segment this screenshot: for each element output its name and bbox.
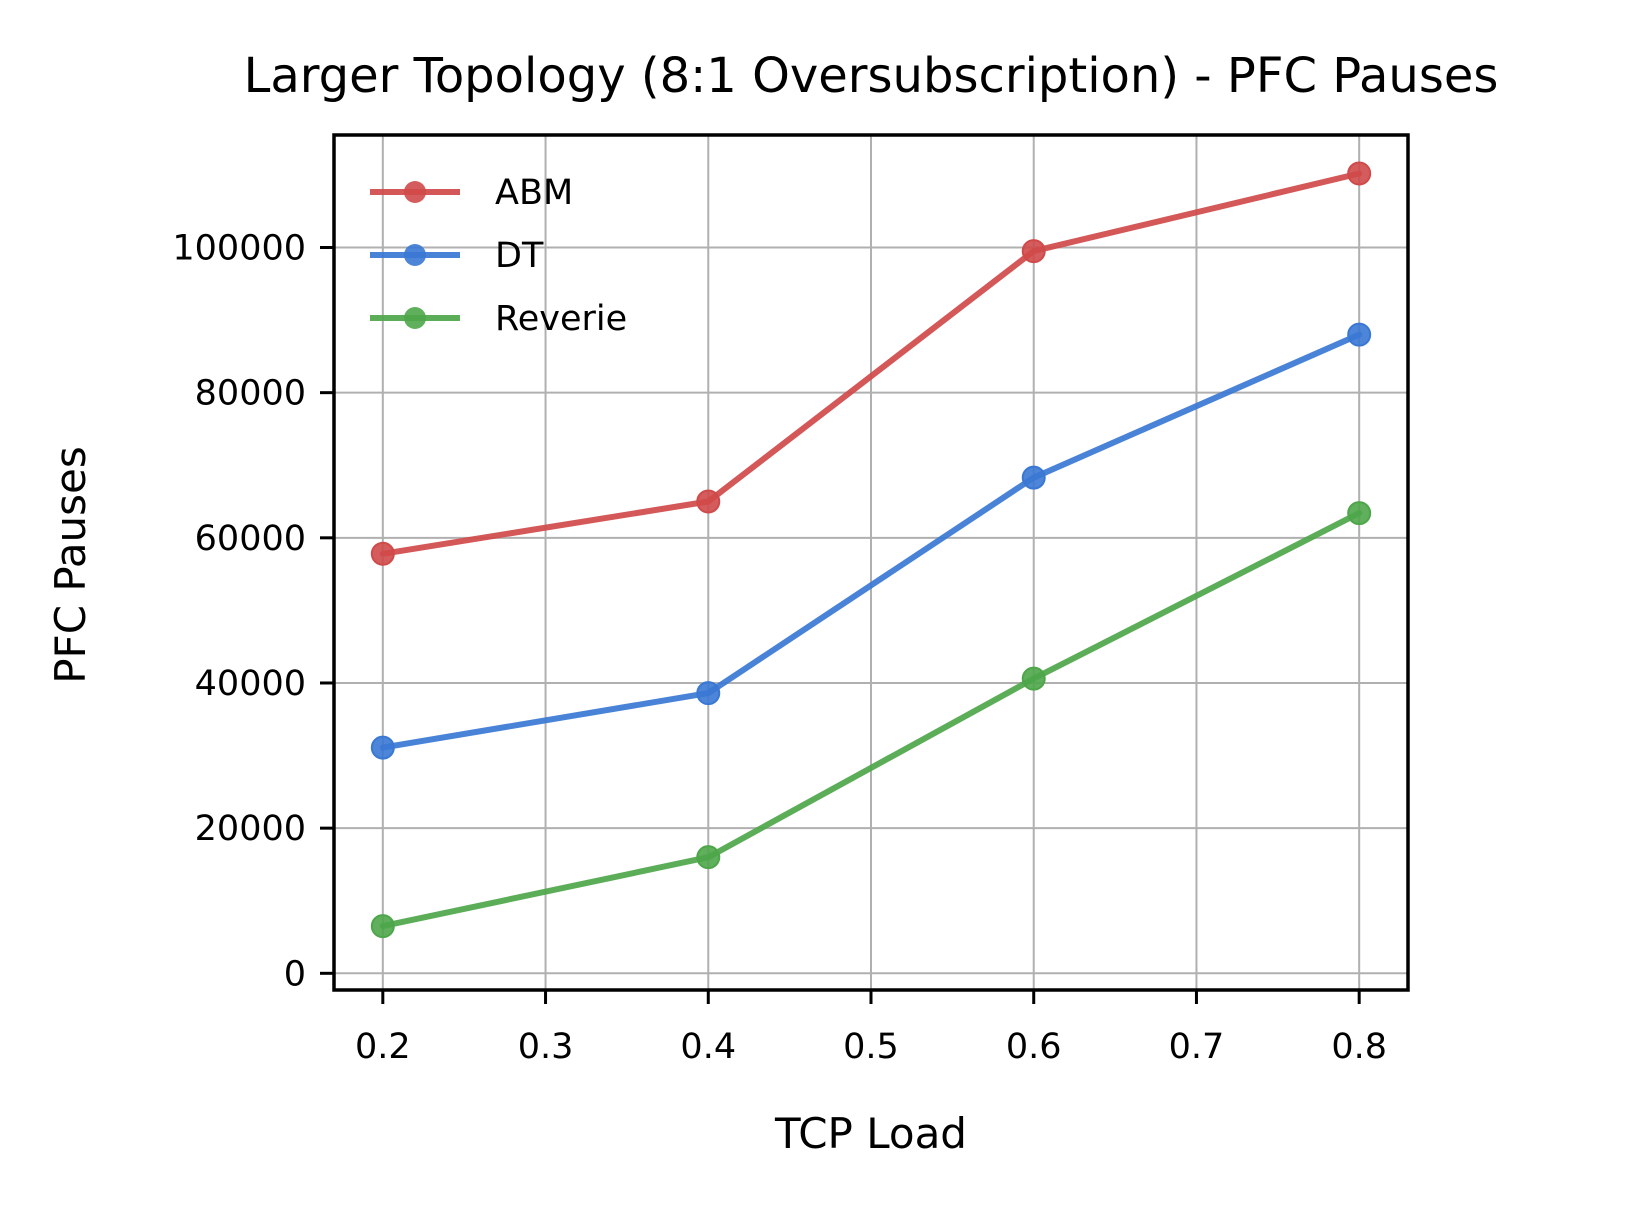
series-line-dt	[379, 331, 1363, 751]
x-tick-label: 0.6	[1006, 1027, 1062, 1067]
x-tick-label: 0.4	[680, 1027, 736, 1067]
tick-layer: 0.2 0.3 0.4 0.5 0.6 0.7 0.8 0 20000 40000 60000 800…	[172, 229, 1387, 1068]
data-point-abm	[370, 541, 395, 566]
data-point-dt	[1347, 322, 1372, 347]
chart-title: Larger Topology (8:1 Oversubscription) -…	[244, 48, 1499, 104]
data-point-reverie	[1347, 501, 1372, 526]
legend-marker-dt	[404, 244, 426, 266]
series-line-reverie	[379, 510, 1363, 930]
data-point-dt	[696, 681, 721, 706]
y-axis-label: PFC Pauses	[46, 446, 95, 684]
data-point-reverie	[1021, 666, 1046, 691]
x-axis-label: TCP Load	[774, 1109, 967, 1158]
data-point-dt	[370, 735, 395, 760]
y-tick-label: 100000	[172, 229, 306, 269]
x-tick-label: 0.3	[518, 1027, 574, 1067]
y-tick-label: 80000	[195, 374, 306, 414]
legend-label-dt: DT	[495, 236, 544, 276]
data-point-abm	[1021, 239, 1046, 264]
legend-label-abm: ABM	[495, 173, 573, 213]
series-layer	[370, 161, 1372, 939]
data-point-abm	[1347, 161, 1372, 186]
y-tick-label: 40000	[195, 664, 306, 704]
y-tick-label: 60000	[195, 519, 306, 559]
x-tick-label: 0.8	[1331, 1027, 1387, 1067]
y-tick-label: 20000	[195, 809, 306, 849]
legend-label-reverie: Reverie	[495, 299, 627, 339]
grid-layer	[334, 135, 1408, 990]
legend-marker-abm	[404, 181, 426, 203]
x-tick-label: 0.2	[355, 1027, 411, 1067]
legend: ABM DT Reverie	[370, 173, 627, 339]
data-point-dt	[1021, 465, 1046, 490]
x-tick-label: 0.5	[843, 1027, 899, 1067]
data-point-reverie	[696, 845, 721, 870]
data-point-abm	[696, 489, 721, 514]
x-tick-label: 0.7	[1169, 1027, 1225, 1067]
legend-marker-reverie	[404, 307, 426, 329]
data-point-reverie	[370, 914, 395, 939]
y-tick-label: 0	[284, 954, 306, 994]
series-line-abm	[379, 170, 1363, 557]
